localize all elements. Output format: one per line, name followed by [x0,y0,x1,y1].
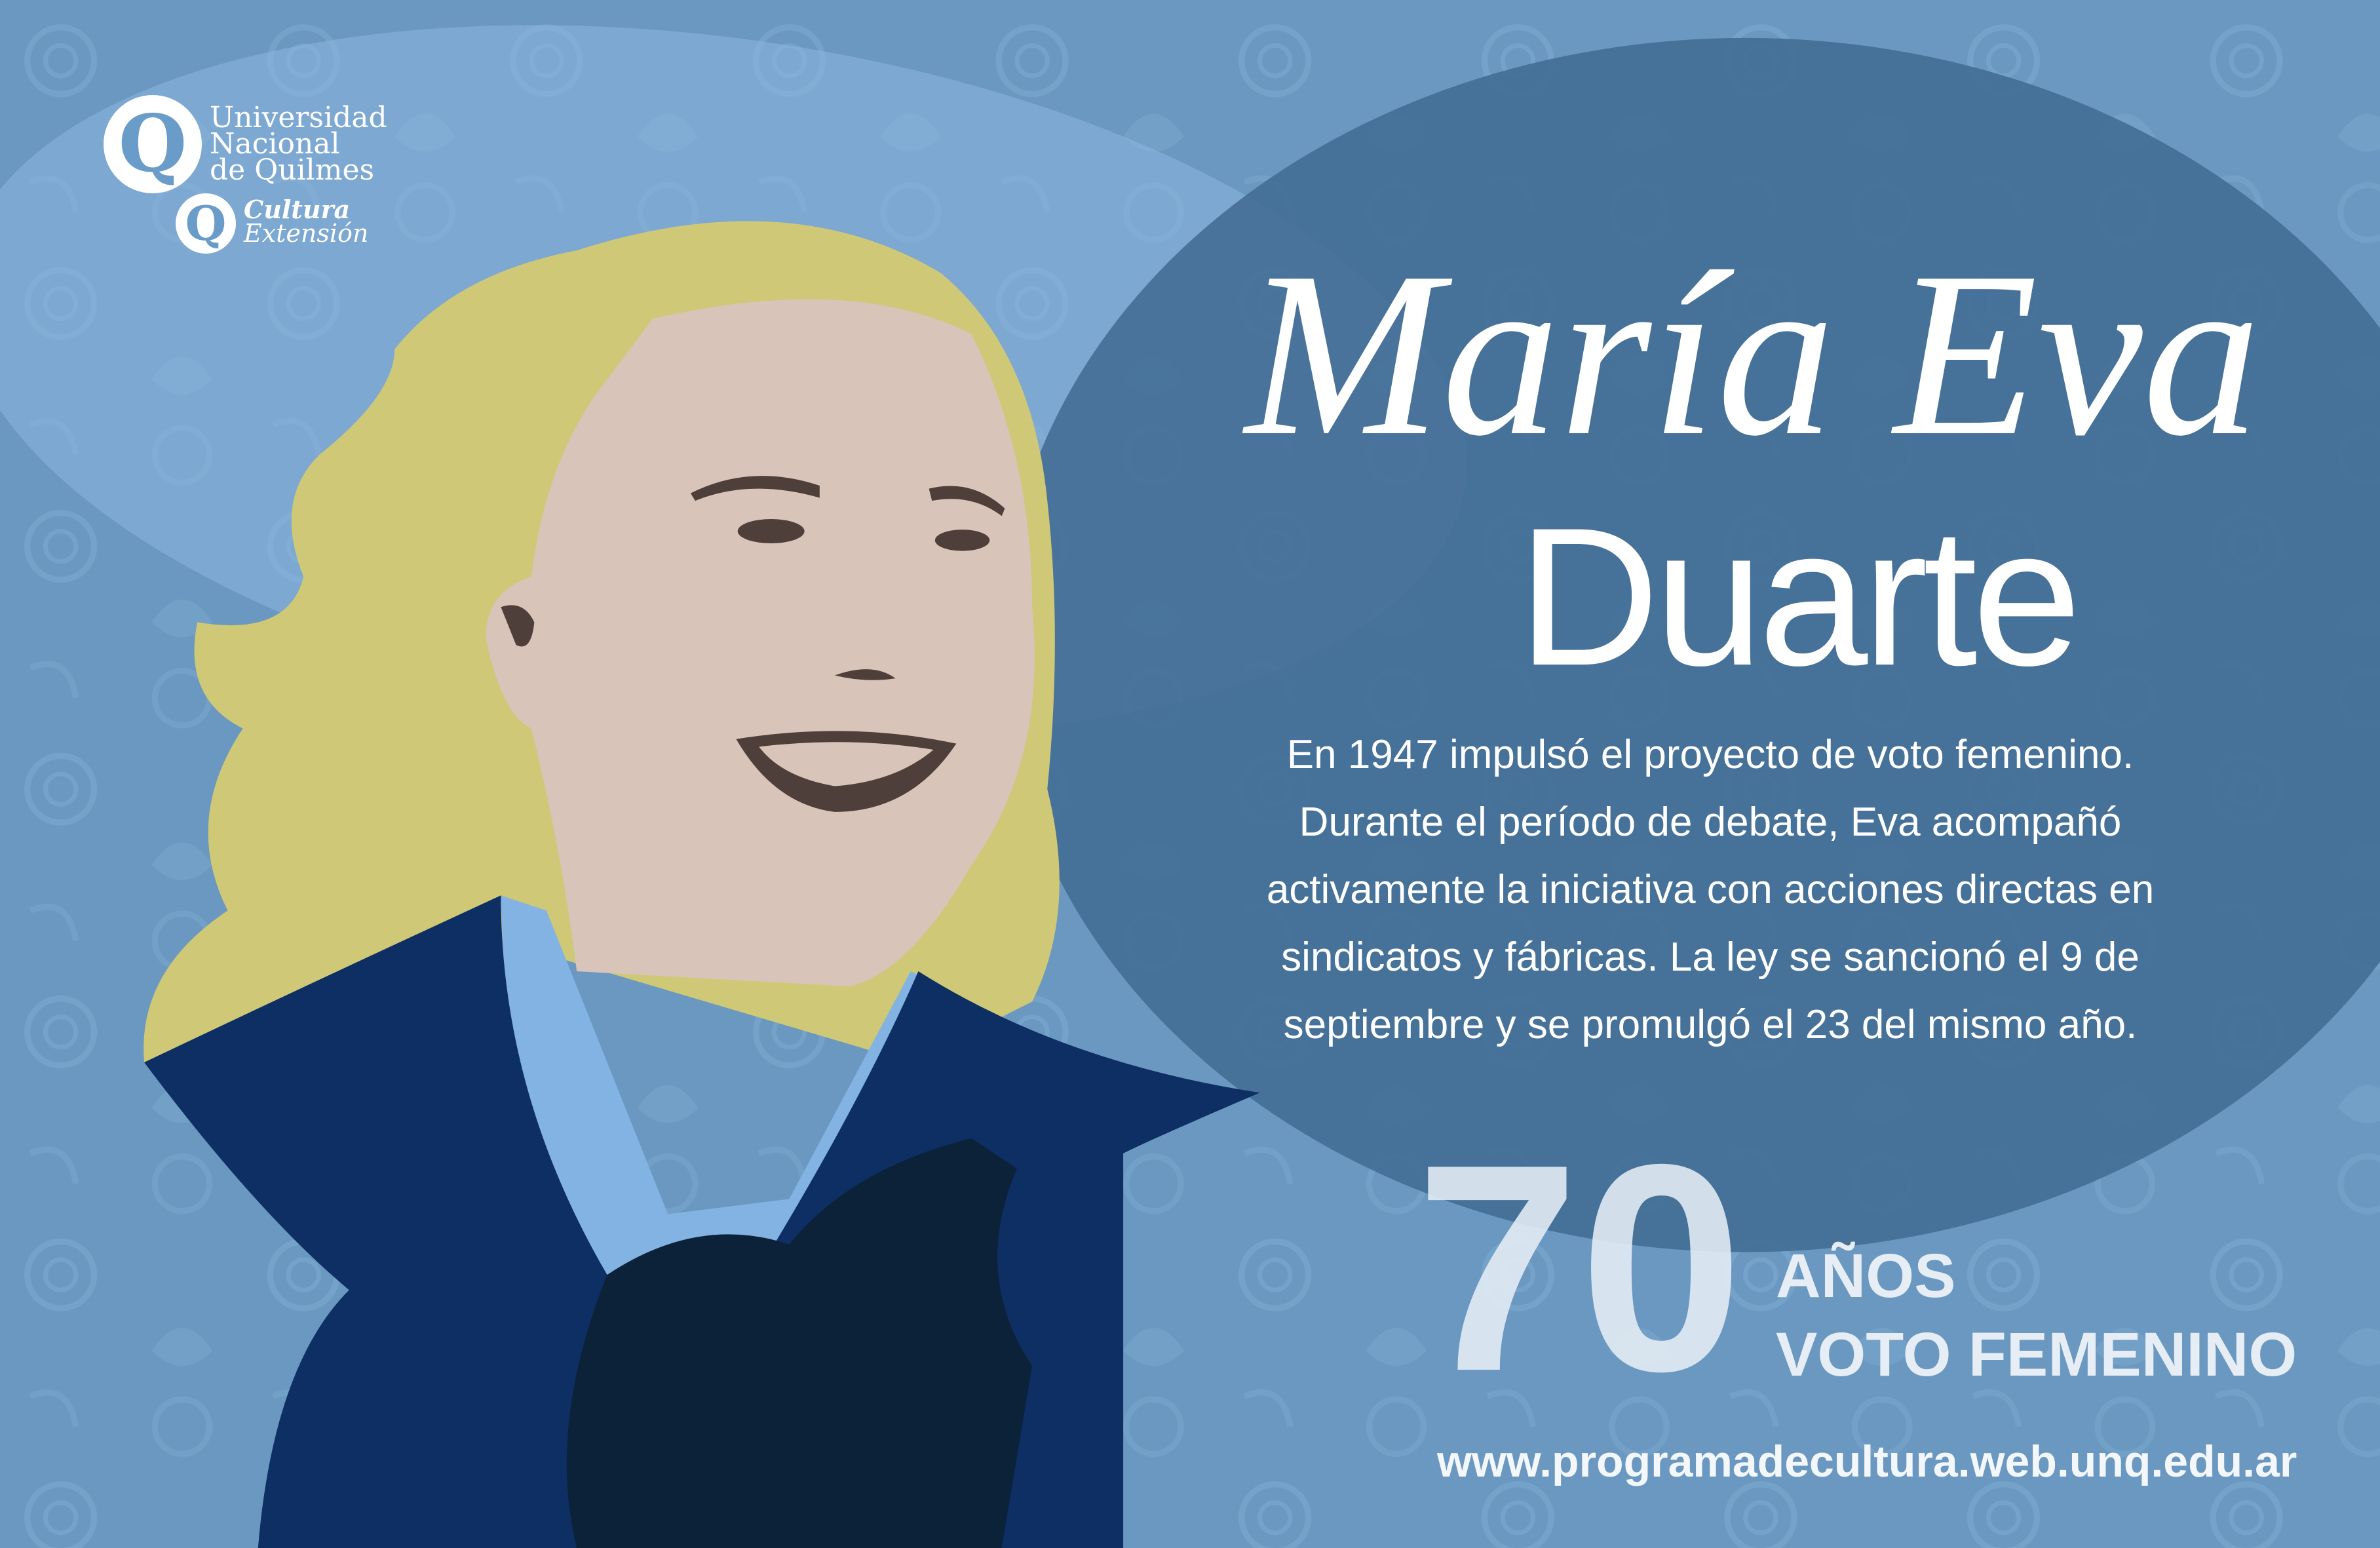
university-logo-text: Universidad Nacional de Quilmes [210,101,387,187]
body-line: activamente la iniciativa con acciones d… [1266,867,2155,912]
title-surname: Duarte [1518,486,2081,706]
logo-line: de Quilmes [210,153,375,187]
dark-ellipse [1002,38,2380,1252]
ear [501,605,535,647]
left-eye [737,518,805,544]
logo-line: Nacional [210,127,340,161]
anniversary-years-label: AÑOS [1776,1241,1956,1311]
body-paragraph: En 1947 impulsó el proyecto de voto feme… [1114,721,2307,1058]
right-eyebrow [929,486,1005,516]
body-line: En 1947 impulsó el proyecto de voto feme… [1286,732,2134,777]
logo-line: Cultura [244,195,351,224]
body-line: septiembre y se promulgó el 23 del mismo… [1283,1002,2138,1047]
face [486,299,1035,987]
shirt [566,1138,1033,1548]
cultura-logo-icon: Q [176,193,236,254]
title-first-names: María Eva [1245,223,2261,484]
body-line: Durante el período de debate, Eva acompa… [1299,800,2122,845]
portrait-illustration [144,221,1260,1548]
left-eyebrow [690,476,820,501]
unq-logo-icon: Q [104,95,202,193]
website-url: www.programadecultura.web.unq.edu.ar [1437,1437,2297,1486]
cultura-extension-logo-text: Cultura Extensión [244,195,369,248]
anniversary-subject-label: VOTO FEMENINO [1776,1320,2297,1389]
nose [834,669,896,680]
logo-line: Extensión [244,219,369,248]
logo-line: Universidad [210,101,387,134]
anniversary-number: 70 [1415,1104,1744,1433]
lips-highlight [759,742,934,786]
body-line: sindicatos y fábricas. La ley se sancion… [1281,935,2140,980]
right-eye [934,530,990,551]
